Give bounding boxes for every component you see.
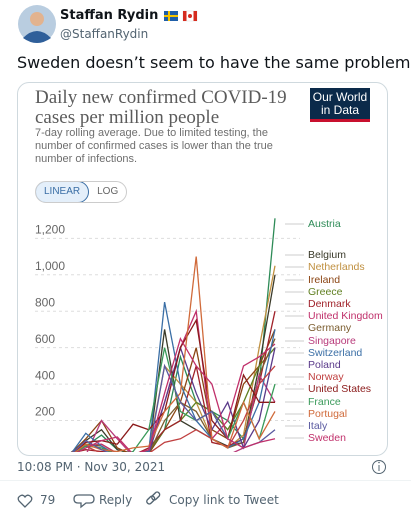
y-tick-label: 800	[35, 295, 55, 309]
legend-label[interactable]: Norway	[308, 371, 344, 384]
legend-label[interactable]: Portugal	[308, 407, 348, 420]
legend-label[interactable]: Austria	[308, 218, 341, 230]
legend-label[interactable]: Belgium	[308, 249, 346, 262]
scale-toggle: LINEAR LOG	[35, 181, 128, 203]
series-line	[86, 373, 276, 452]
legend-label[interactable]: Netherlands	[308, 261, 365, 274]
chart-card[interactable]	[17, 82, 388, 456]
flags	[164, 10, 198, 22]
link-icon[interactable]	[146, 491, 161, 505]
logo: Our World in Data	[310, 88, 370, 122]
y-tick-label: 1,000	[35, 259, 65, 273]
reply-icon[interactable]	[73, 494, 95, 509]
y-tick-label: 1,200	[35, 223, 65, 237]
legend-label[interactable]: United Kingdom	[308, 310, 383, 323]
series-line	[71, 329, 276, 452]
divider	[0, 480, 411, 481]
copy-link-action[interactable]: Copy link to Tweet	[169, 493, 279, 507]
legend-label[interactable]: Ireland	[308, 273, 341, 286]
legend-label[interactable]: Denmark	[308, 298, 351, 311]
scale-button[interactable]: LOG	[97, 186, 119, 197]
legend: Austria Belgium Netherlands Ireland Greece De…	[308, 218, 384, 444]
legend-label[interactable]: Sweden	[308, 432, 346, 445]
author-handle[interactable]: @StaffanRydin	[60, 27, 149, 41]
plot: 1,200 1,000 800 600 400 200	[35, 218, 300, 452]
series-line	[74, 218, 276, 452]
reply-action[interactable]: Reply	[99, 493, 133, 507]
tweet-text: Sweden doesn’t seem to have the same pro…	[17, 53, 411, 72]
series-line	[148, 345, 276, 452]
info-icon[interactable]	[372, 460, 386, 474]
legend-label[interactable]: Greece	[308, 285, 343, 298]
y-tick-label: 600	[35, 332, 55, 346]
legend-label[interactable]: Poland	[308, 359, 341, 372]
chart-title: Daily new confirmed COVID-19 cases per m…	[35, 87, 287, 128]
legend-label[interactable]: Switzerland	[308, 346, 363, 359]
y-tick-label: 200	[35, 405, 55, 419]
chart-subtitle: 7-day rolling average. Due to limited te…	[35, 127, 273, 165]
legend-label[interactable]: Singapore	[308, 334, 356, 347]
legend-label[interactable]: United States	[308, 383, 372, 396]
avatar	[18, 5, 56, 43]
y-tick-label: 400	[35, 368, 55, 382]
series-line	[71, 365, 276, 452]
like-icon[interactable]	[17, 494, 33, 508]
legend-label[interactable]: Germany	[308, 322, 352, 335]
timestamp[interactable]: 10:08 PM · Nov 30, 2021	[17, 460, 166, 474]
scale-button[interactable]: LINEAR	[36, 182, 90, 202]
series-line	[74, 256, 276, 452]
legend-label[interactable]: Italy	[308, 420, 328, 433]
legend-label[interactable]: France	[308, 395, 341, 408]
like-count[interactable]: 79	[40, 493, 56, 507]
author-name[interactable]: Staffan Rydin	[60, 8, 159, 23]
series-line	[76, 336, 276, 452]
